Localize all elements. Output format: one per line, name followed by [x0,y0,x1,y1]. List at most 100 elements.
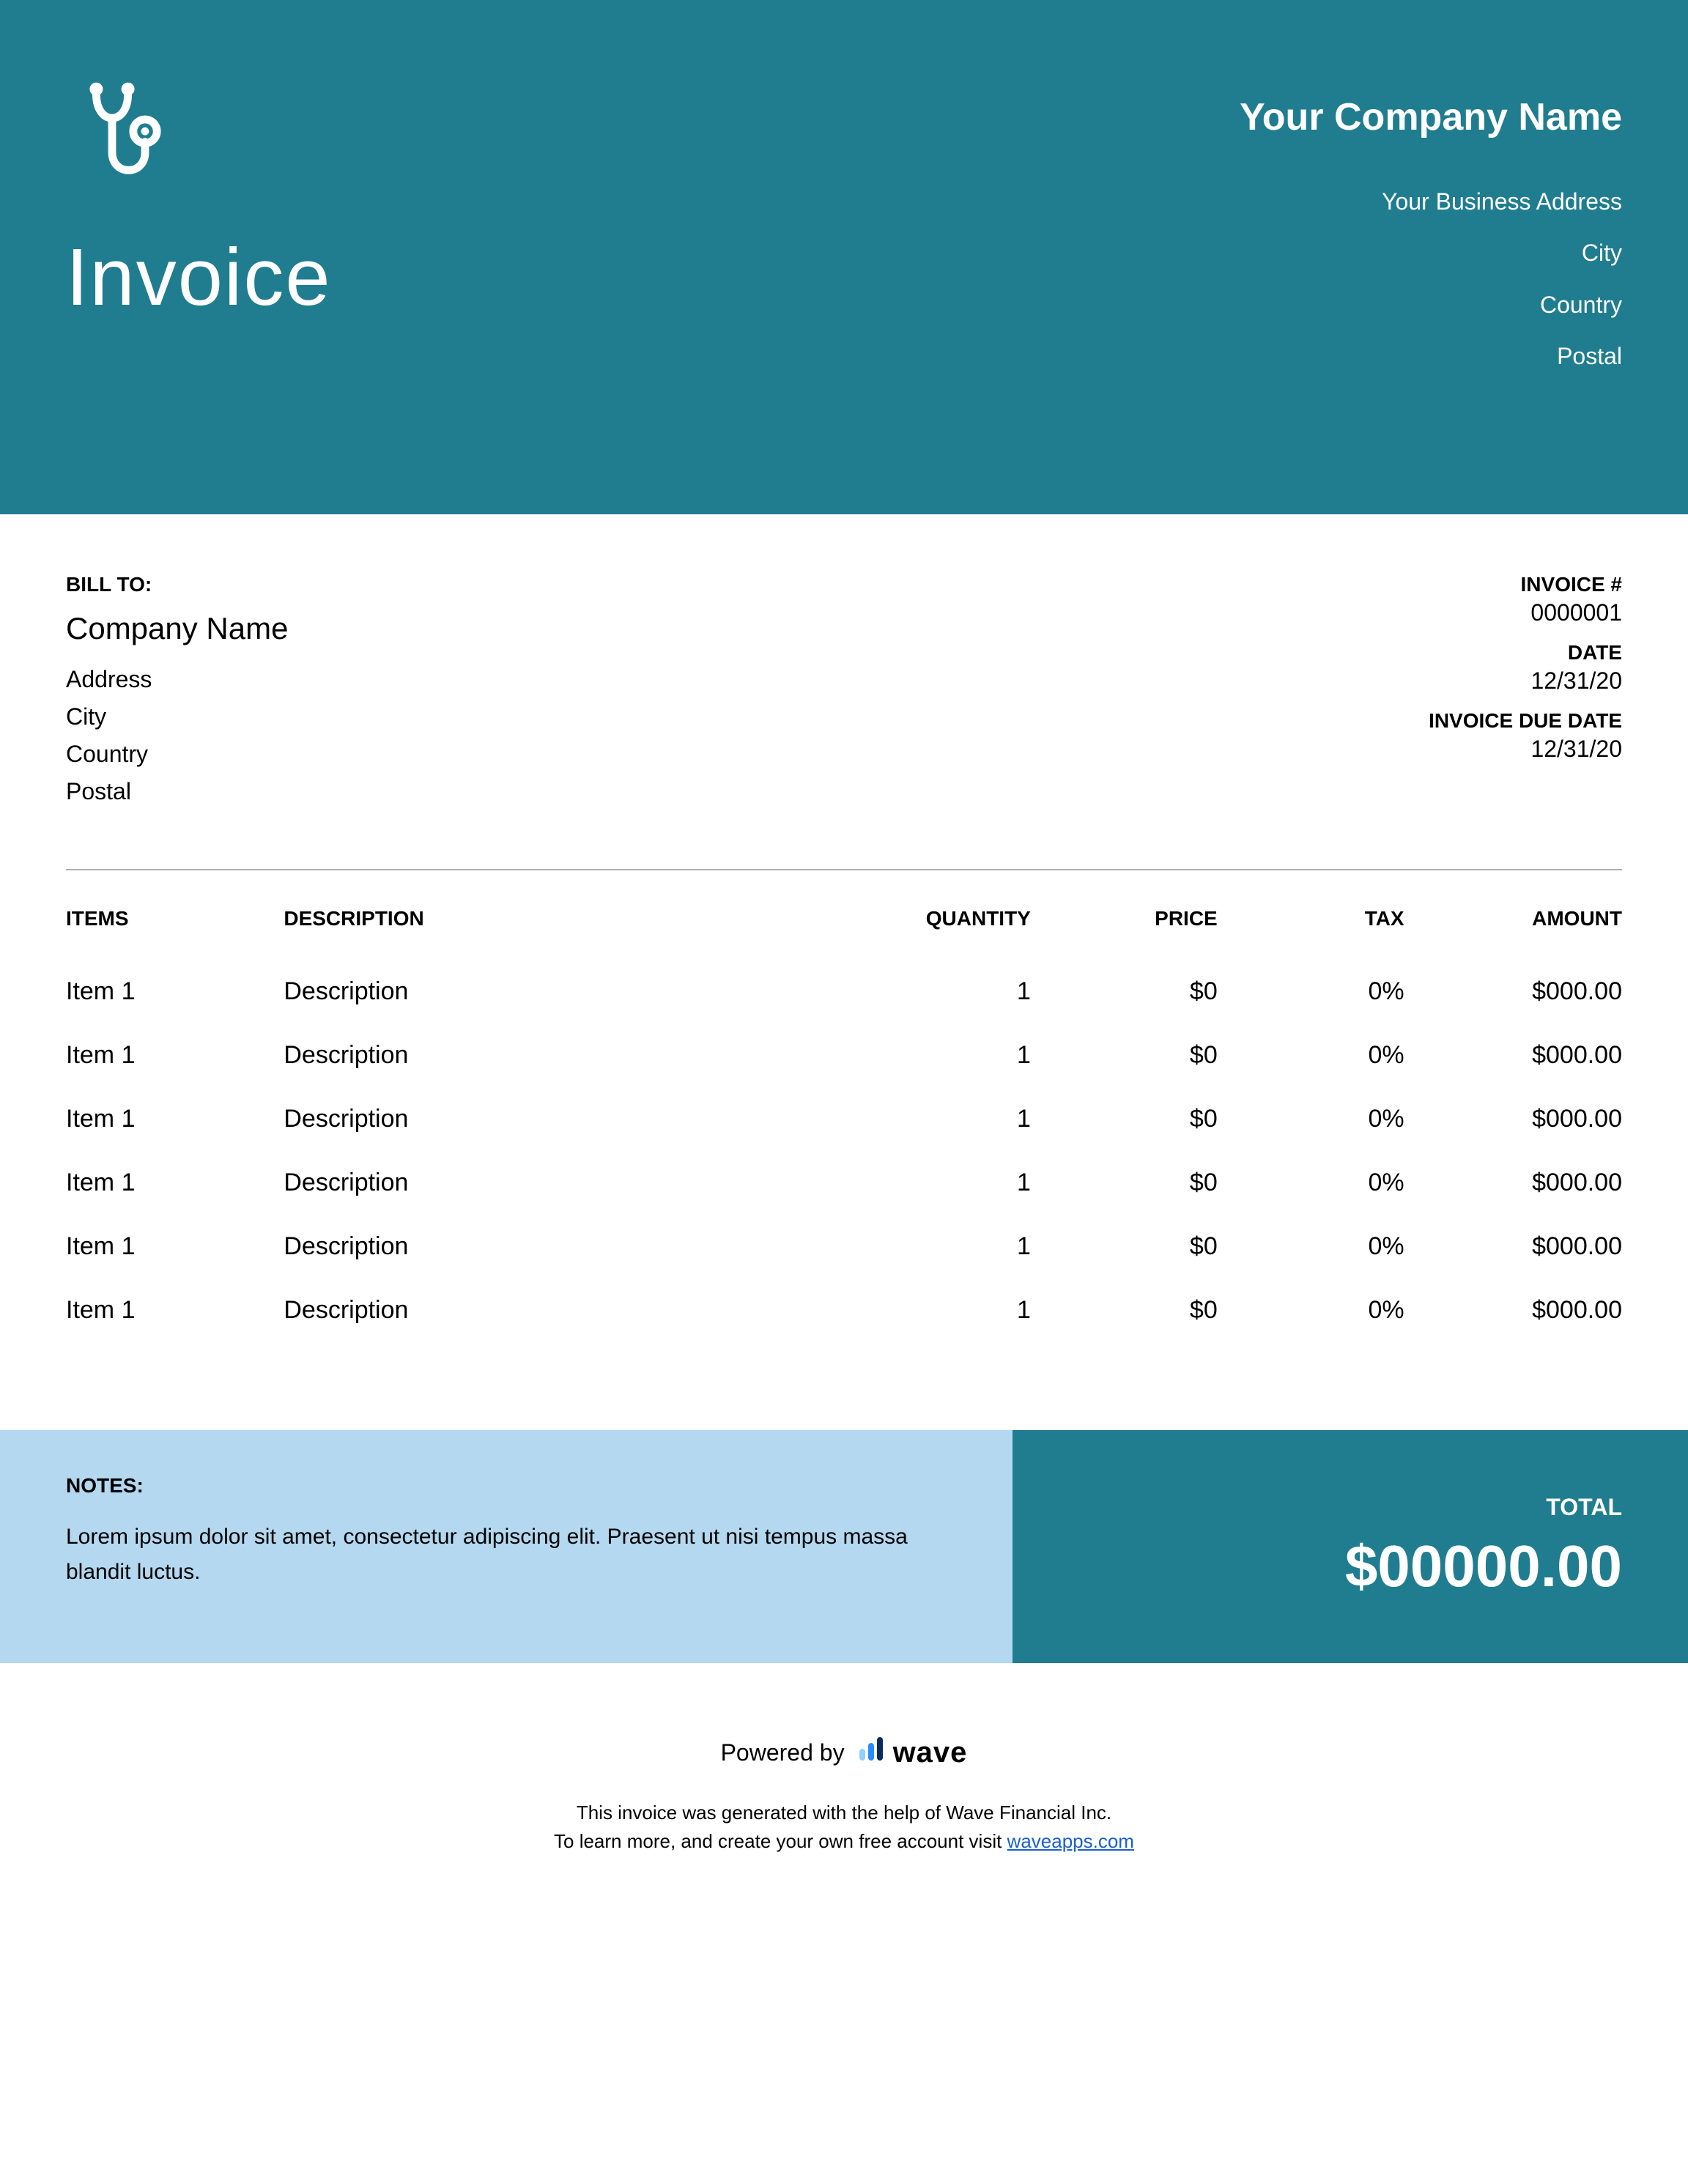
cell-amount: $000.00 [1404,1023,1622,1087]
notes-label: NOTES: [66,1474,947,1498]
powered-line-2: To learn more, and create your own free … [0,1827,1688,1856]
company-name: Your Company Name [1240,95,1622,139]
table-row: Item 1Description1$00%$000.00 [66,1215,1622,1278]
col-header-quantity: QUANTITY [844,907,1031,960]
table-row: Item 1Description1$00%$000.00 [66,1023,1622,1087]
cell-description: Description [284,960,844,1023]
table-row: Item 1Description1$00%$000.00 [66,960,1622,1023]
header-left: Invoice [66,73,332,382]
notes-text: Lorem ipsum dolor sit amet, consectetur … [66,1519,947,1590]
cell-item: Item 1 [66,1087,284,1151]
cell-amount: $000.00 [1404,1087,1622,1151]
cell-tax: 0% [1218,1215,1404,1278]
col-header-description: DESCRIPTION [284,907,844,960]
cell-tax: 0% [1218,1023,1404,1087]
cell-item: Item 1 [66,1278,284,1342]
invoice-date-value: 12/31/20 [1429,667,1622,695]
cell-quantity: 1 [844,1087,1031,1151]
total-block: TOTAL $00000.00 [1013,1430,1688,1663]
section-divider [66,869,1622,870]
meta-section: BILL TO: Company Name Address City Count… [0,514,1688,840]
table-row: Item 1Description1$00%$000.00 [66,1087,1622,1151]
cell-description: Description [284,1151,844,1215]
wave-logo: wave [858,1736,968,1769]
cell-quantity: 1 [844,1023,1031,1087]
invoice-number-block: INVOICE # 0000001 [1429,573,1622,626]
table-row: Item 1Description1$00%$000.00 [66,1278,1622,1342]
invoice-header: Invoice Your Company Name Your Business … [0,0,1688,514]
company-address-line: Country [1240,279,1622,330]
bill-to-line: City [66,698,288,736]
cell-description: Description [284,1087,844,1151]
col-header-items: ITEMS [66,907,284,960]
company-address-line: City [1240,227,1622,278]
cell-price: $0 [1031,1087,1218,1151]
waveapps-link[interactable]: waveapps.com [1007,1830,1134,1852]
wave-wordmark: wave [893,1736,968,1769]
powered-text: This invoice was generated with the help… [0,1799,1688,1856]
items-table: ITEMS DESCRIPTION QUANTITY PRICE TAX AMO… [66,907,1622,1342]
cell-amount: $000.00 [1404,1278,1622,1342]
invoice-meta: INVOICE # 0000001 DATE 12/31/20 INVOICE … [1429,573,1622,811]
total-label: TOTAL [1056,1494,1622,1521]
cell-quantity: 1 [844,1151,1031,1215]
powered-line-1: This invoice was generated with the help… [0,1799,1688,1827]
invoice-date-label: DATE [1429,641,1622,665]
invoice-due-label: INVOICE DUE DATE [1429,709,1622,733]
invoice-date-block: DATE 12/31/20 [1429,641,1622,695]
cell-item: Item 1 [66,1023,284,1087]
footer-blocks: NOTES: Lorem ipsum dolor sit amet, conse… [0,1430,1688,1663]
total-amount: $00000.00 [1056,1533,1622,1600]
bill-to-line: Postal [66,773,288,810]
invoice-page: Invoice Your Company Name Your Business … [0,0,1688,1900]
cell-quantity: 1 [844,960,1031,1023]
powered-by-text: Powered by [721,1739,845,1766]
cell-price: $0 [1031,1151,1218,1215]
powered-by-line: Powered by wave [0,1736,1688,1769]
invoice-title: Invoice [66,231,332,324]
table-row: Item 1Description1$00%$000.00 [66,1151,1622,1215]
cell-item: Item 1 [66,1151,284,1215]
cell-item: Item 1 [66,960,284,1023]
powered-line-2-pre: To learn more, and create your own free … [554,1830,1007,1852]
cell-item: Item 1 [66,1215,284,1278]
invoice-number-label: INVOICE # [1429,573,1622,596]
cell-price: $0 [1031,1215,1218,1278]
cell-tax: 0% [1218,960,1404,1023]
cell-amount: $000.00 [1404,1151,1622,1215]
table-header-row: ITEMS DESCRIPTION QUANTITY PRICE TAX AMO… [66,907,1622,960]
cell-description: Description [284,1215,844,1278]
cell-price: $0 [1031,1023,1218,1087]
bill-to-block: BILL TO: Company Name Address City Count… [66,573,288,811]
cell-amount: $000.00 [1404,960,1622,1023]
cell-price: $0 [1031,1278,1218,1342]
col-header-price: PRICE [1031,907,1218,960]
bill-to-line: Country [66,736,288,773]
powered-section: Powered by wave This invoice was generat… [0,1663,1688,1900]
bill-to-company: Company Name [66,611,288,646]
header-right: Your Company Name Your Business Address … [1240,73,1622,382]
col-header-amount: AMOUNT [1404,907,1622,960]
stethoscope-icon [66,73,332,209]
bill-to-line: Address [66,661,288,698]
cell-tax: 0% [1218,1278,1404,1342]
cell-price: $0 [1031,960,1218,1023]
invoice-number-value: 0000001 [1429,599,1622,626]
invoice-due-value: 12/31/20 [1429,736,1622,763]
company-address-line: Postal [1240,330,1622,382]
bill-to-label: BILL TO: [66,573,288,596]
cell-quantity: 1 [844,1215,1031,1278]
col-header-tax: TAX [1218,907,1404,960]
cell-tax: 0% [1218,1087,1404,1151]
wave-bars-icon [858,1736,887,1769]
bill-to-lines: Address City Country Postal [66,661,288,811]
cell-description: Description [284,1023,844,1087]
company-address-line: Your Business Address [1240,176,1622,227]
company-address: Your Business Address City Country Posta… [1240,176,1622,382]
cell-description: Description [284,1278,844,1342]
notes-block: NOTES: Lorem ipsum dolor sit amet, conse… [0,1430,1013,1663]
invoice-due-block: INVOICE DUE DATE 12/31/20 [1429,709,1622,763]
cell-amount: $000.00 [1404,1215,1622,1278]
cell-tax: 0% [1218,1151,1404,1215]
cell-quantity: 1 [844,1278,1031,1342]
